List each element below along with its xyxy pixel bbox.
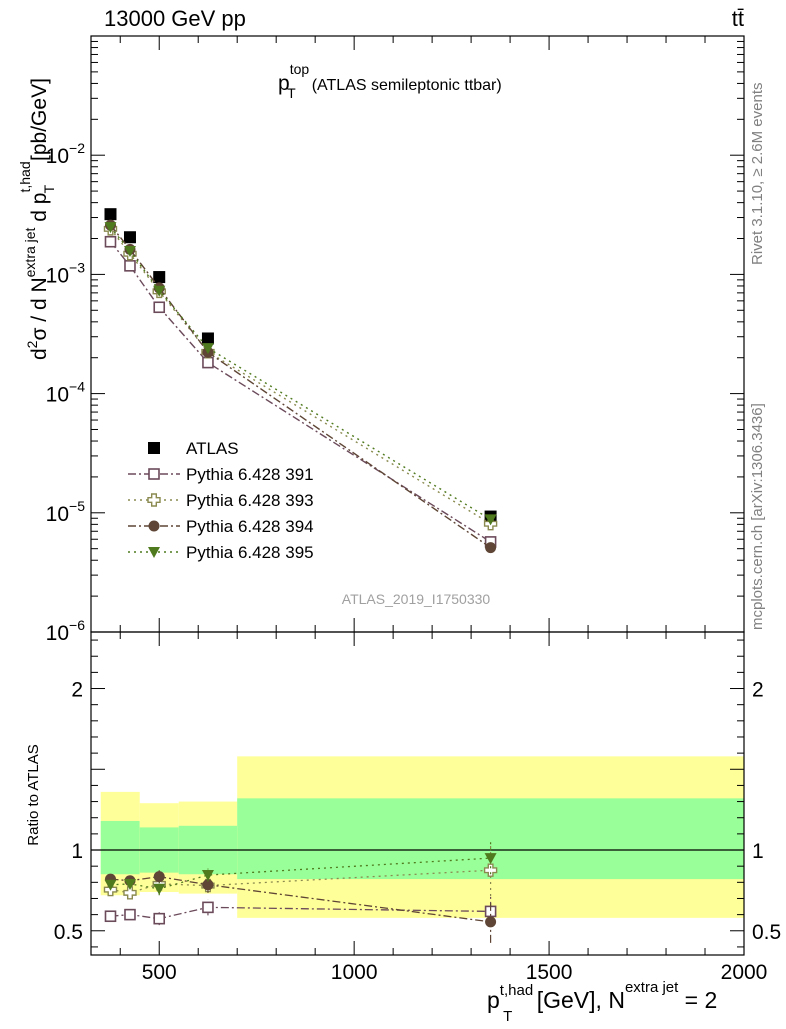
ratio-point (123, 886, 137, 900)
x-axis-label: pt,had T [GeV], Nextra jet = 2 (487, 979, 717, 1024)
main-point (124, 260, 136, 272)
legend-label: Pythia 6.428 394 (186, 517, 314, 536)
main-point (153, 285, 166, 297)
ratio-y-axis-label: Ratio to ATLAS (25, 744, 42, 845)
ratio-ytick-label-right: 1 (752, 840, 764, 863)
main-point (104, 235, 117, 248)
main-ytick-label: 10−3 (46, 259, 86, 287)
main-point (202, 356, 214, 369)
title-sub: T (287, 85, 296, 101)
x-tick-label: 1500 (526, 961, 573, 984)
ratio-point (123, 878, 136, 890)
process-label: tt̄ (732, 6, 744, 31)
ratio-ytick-label-right: 0.5 (752, 921, 781, 944)
ratio-point (485, 916, 497, 928)
legend-marker (148, 520, 160, 532)
ratio-point (124, 908, 136, 921)
ratio-point (153, 871, 165, 883)
title-rest: (ATLAS semileptonic ttbar) (312, 77, 502, 94)
ratio-point (483, 863, 498, 877)
ratio-uncertainty-bands (100, 756, 744, 918)
ratio-series-3 (104, 841, 497, 896)
ratio-point (104, 910, 117, 923)
legend-entry-1: Pythia 6.428 391 (128, 465, 314, 484)
ratio-panel-series (103, 841, 498, 943)
green-band-0 (100, 820, 140, 875)
ratio-point (104, 879, 117, 891)
tick-labels: 10−2 10−3 10−4 10−5 10−6 0.5 0.5 1 1 2 2 500 1000 150… (46, 140, 782, 984)
main-series-1 (104, 235, 497, 548)
main-point (104, 208, 117, 221)
title-sup: top (290, 61, 310, 77)
legend-label: Pythia 6.428 391 (186, 465, 314, 484)
ratio-point (153, 912, 166, 925)
x-tick-label: 1000 (331, 961, 378, 984)
main-series-0 (104, 208, 497, 523)
legend-entry-0: ATLAS (148, 439, 239, 458)
main-point (153, 301, 166, 314)
main-point (104, 222, 117, 234)
legend-marker (147, 493, 161, 507)
legend-label: Pythia 6.428 395 (186, 543, 314, 562)
legend: ATLAS Pythia 6.428 391 Pythia 6.428 393 Pyt… (128, 439, 314, 562)
main-point (485, 542, 497, 554)
main-panel-series (103, 208, 498, 554)
mcplots-label: mcplots.cern.ch [arXiv:1306.3436] (749, 403, 766, 630)
ratio-frame (90, 631, 745, 956)
energy-label: 13000 GeV pp (104, 6, 246, 31)
legend-entry-3: Pythia 6.428 394 (128, 517, 314, 536)
main-point (123, 246, 136, 258)
legend-label: Pythia 6.428 393 (186, 491, 314, 510)
main-series-line (109, 226, 491, 521)
main-point (123, 231, 136, 244)
main-ytick-label: 10−4 (46, 379, 86, 407)
ratio-point (153, 883, 166, 895)
legend-marker (148, 468, 160, 480)
ratio-ytick-label-left: 1 (71, 840, 83, 863)
main-ytick-label: 10−5 (46, 498, 86, 526)
main-point (153, 271, 166, 284)
ratio-point (202, 901, 214, 914)
main-y-axis-label: d2σ / d Nextra jet d pt,had T [pb/GeV] (17, 78, 57, 360)
legend-marker (148, 442, 160, 454)
main-ytick-label: 10−2 (46, 140, 86, 168)
main-ytick-label: 10−6 (46, 617, 86, 645)
x-tick-label: 500 (142, 961, 177, 984)
x-tick-label: 2000 (721, 961, 768, 984)
main-series-line (109, 224, 491, 549)
legend-entry-4: Pythia 6.428 395 (128, 543, 314, 562)
ratio-point (201, 870, 214, 882)
main-panel-frame (90, 35, 745, 633)
legend-entry-2: Pythia 6.428 393 (128, 491, 314, 510)
main-point (484, 514, 497, 526)
main-point (201, 332, 214, 345)
ratio-ytick-label-left: 0.5 (54, 921, 83, 944)
ratio-panel-frame (90, 631, 745, 956)
ratio-ytick-label-right: 2 (752, 679, 764, 702)
ratio-point (202, 879, 214, 891)
main-title: ptop T (ATLAS semileptonic ttbar) (278, 61, 502, 101)
legend-label: ATLAS (186, 439, 239, 458)
analysis-label: ATLAS_2019_I1750330 (342, 591, 491, 607)
main-point (201, 343, 214, 355)
ratio-point (484, 853, 497, 865)
main-series-4 (104, 222, 497, 526)
ratio-ytick-label-left: 2 (71, 679, 83, 702)
legend-marker (148, 547, 160, 558)
title-p: p (278, 72, 290, 95)
rivet-label: Rivet 3.1.10, ≥ 2.6M events (749, 83, 766, 266)
